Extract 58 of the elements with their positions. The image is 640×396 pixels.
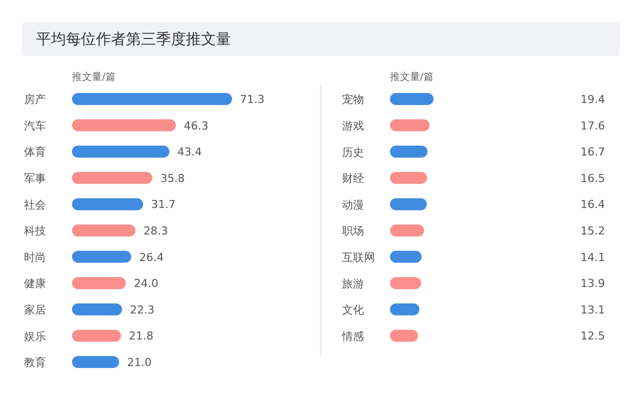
y-tick-label: 时尚 (24, 250, 46, 264)
data-label: 21.8 (128, 330, 154, 343)
data-label: 15.2 (580, 224, 605, 238)
y-tick-label: 科技 (24, 224, 46, 238)
y-tick-label: 文化 (342, 304, 364, 317)
y-tick-label: 社会 (24, 198, 46, 212)
bar (72, 119, 176, 132)
bar (72, 250, 132, 263)
y-tick-label: 历史 (342, 146, 364, 159)
bar (72, 198, 144, 210)
bar (390, 93, 434, 105)
y-tick-label: 房产 (24, 93, 46, 106)
bar (72, 330, 121, 342)
y-tick-label: 财经 (342, 172, 364, 186)
y-tick-label: 动漫 (342, 198, 364, 212)
y-tick-label: 职场 (342, 224, 364, 238)
y-tick-label: 游戏 (342, 119, 364, 132)
y-tick-label: 汽车 (24, 119, 46, 132)
y-tick-label: 情感 (341, 330, 364, 343)
data-label: 17.6 (580, 119, 605, 132)
data-label: 26.4 (139, 250, 164, 264)
data-label: 16.5 (580, 172, 605, 185)
x-axis-title: 推文量/篇 (390, 70, 434, 85)
data-label: 28.3 (144, 224, 168, 238)
bar (390, 119, 430, 132)
y-tick-label: 娱乐 (24, 330, 46, 343)
y-tick-label: 互联网 (342, 250, 375, 264)
bar (72, 277, 126, 290)
y-tick-label: 家居 (24, 304, 46, 317)
data-label: 16.7 (580, 146, 605, 159)
y-tick-label: 健康 (24, 277, 46, 290)
data-label: 22.3 (130, 303, 155, 316)
y-tick-label: 教育 (24, 356, 46, 370)
data-label: 71.3 (240, 93, 264, 106)
data-label: 21.0 (127, 356, 152, 369)
bar (72, 172, 152, 184)
data-label: 35.8 (160, 172, 185, 185)
bar (72, 93, 232, 105)
data-label: 24.0 (134, 277, 158, 290)
data-label: 19.4 (580, 93, 605, 106)
bar (72, 146, 170, 158)
y-tick-label: 军事 (24, 172, 46, 186)
bar (72, 224, 136, 236)
data-label: 12.5 (580, 330, 605, 343)
data-label: 13.9 (580, 277, 605, 290)
x-axis-title: 推文量/篇 (72, 70, 116, 85)
data-label: 16.4 (580, 198, 605, 212)
y-tick-label: 体育 (24, 146, 46, 159)
bar (72, 303, 122, 316)
bar (72, 356, 120, 368)
data-label: 31.7 (151, 198, 176, 212)
y-tick-label: 宠物 (342, 93, 364, 106)
data-label: 43.4 (177, 146, 202, 159)
data-label: 13.1 (580, 303, 605, 316)
data-label: 14.1 (580, 250, 605, 264)
y-tick-label: 旅游 (342, 277, 364, 290)
data-label: 46.3 (184, 119, 208, 132)
chart-title: 平均每位作者第三季度推文量 (22, 22, 620, 56)
